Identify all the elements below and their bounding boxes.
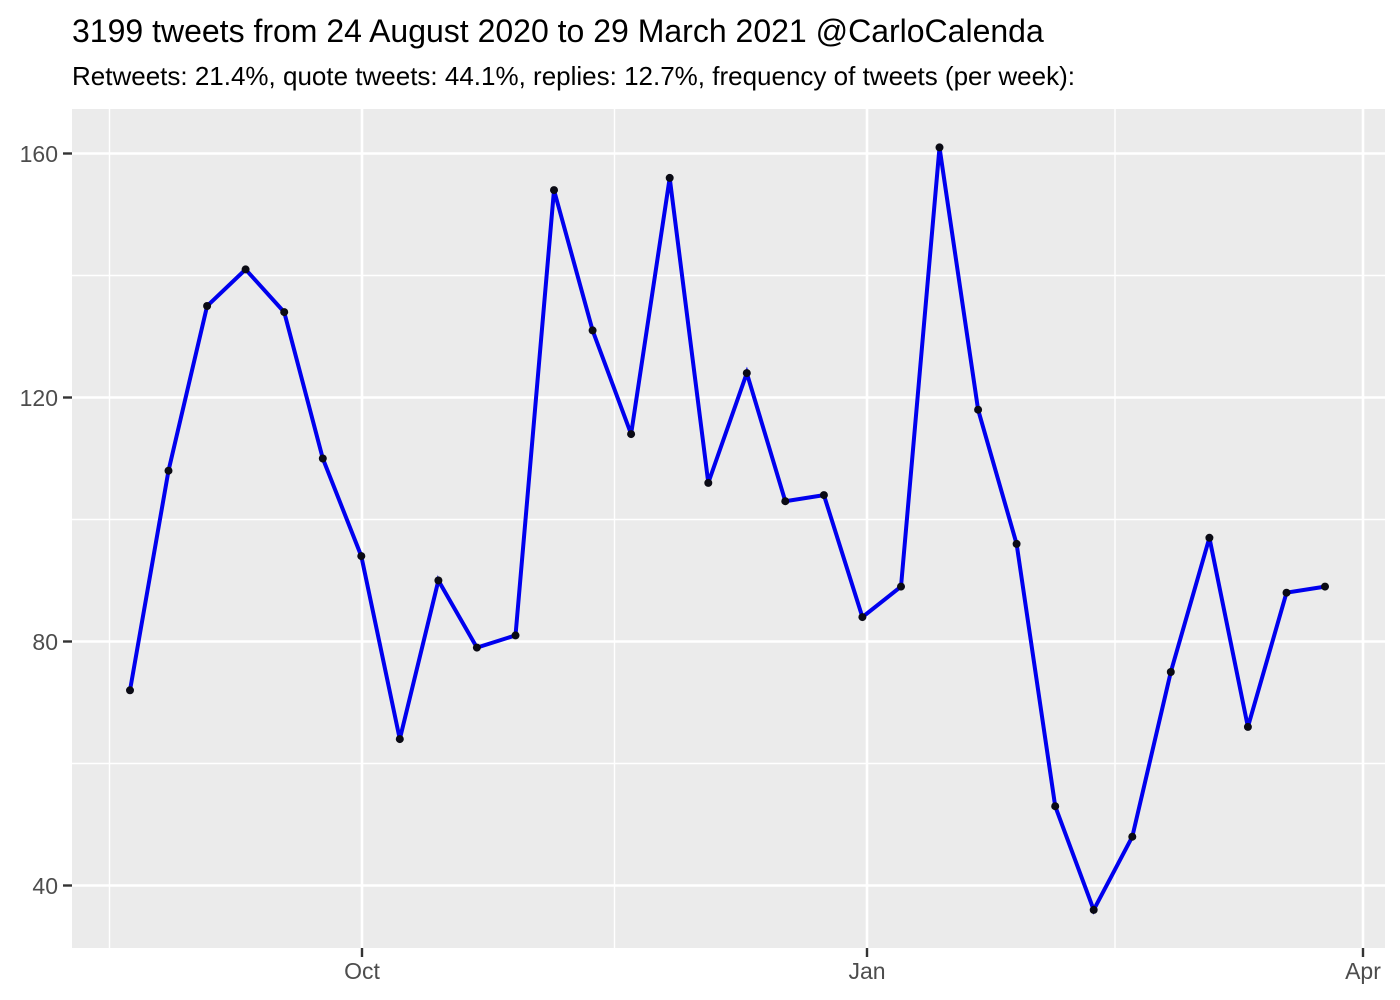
tweets-frequency-line [128, 147, 1326, 915]
data-point [665, 173, 674, 182]
data-point [1321, 582, 1329, 591]
data-point [280, 308, 289, 317]
data-point [203, 302, 212, 310]
y-axis-tick-label: 120 [19, 384, 58, 411]
x-axis-tick-label: Jan [848, 958, 886, 984]
data-point [472, 643, 481, 652]
data-point [511, 631, 520, 640]
x-axis-tick-label: Apr [1345, 958, 1381, 984]
y-axis-tick-label: 40 [32, 872, 58, 899]
data-point [395, 735, 404, 744]
data-point [164, 466, 173, 475]
data-point [357, 552, 366, 561]
data-point [1089, 905, 1098, 914]
data-point [935, 143, 944, 152]
data-point [781, 497, 790, 506]
data-point [1243, 722, 1252, 731]
data-point [974, 405, 983, 414]
data-point [588, 326, 597, 335]
data-point [897, 582, 905, 591]
plot-subtitle: Retweets: 21.4%, quote tweets: 44.1%, re… [72, 61, 1075, 91]
data-point [126, 686, 134, 695]
data-point [550, 186, 558, 195]
y-axis-tick-label: 80 [32, 628, 58, 655]
data-point [241, 265, 250, 274]
data-point [627, 430, 636, 439]
data-point [434, 576, 443, 585]
data-point [819, 491, 828, 500]
data-point [1128, 832, 1137, 841]
plot-title: 3199 tweets from 24 August 2020 to 29 Ma… [72, 13, 1044, 49]
data-point [1012, 539, 1021, 548]
data-point [742, 369, 751, 378]
x-axis-tick-label: Oct [344, 958, 380, 984]
y-axis-tick-label: 160 [19, 140, 58, 167]
data-point [1205, 533, 1214, 542]
data-point [704, 478, 713, 487]
data-point [318, 454, 327, 463]
line-chart [63, 109, 1385, 957]
plot-panel [63, 109, 1385, 957]
data-point [1166, 668, 1175, 676]
data-point [858, 613, 867, 622]
data-point [1282, 588, 1291, 597]
data-point [1051, 802, 1060, 811]
